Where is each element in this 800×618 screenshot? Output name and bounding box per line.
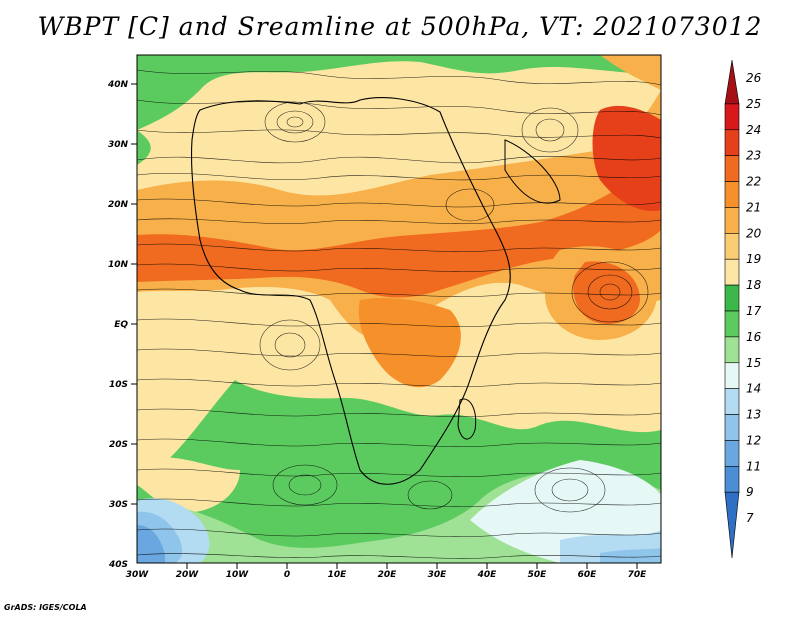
wbpt-field [137, 55, 661, 563]
colorbar-label: 24 [746, 123, 761, 137]
lon-label-20e: 20E [378, 570, 398, 580]
colorbar-label: 18 [746, 278, 762, 292]
colorbar-segment [724, 466, 740, 493]
colorbar-label: 11 [746, 459, 761, 473]
colorbar-segment [724, 103, 740, 131]
grads-credit: GrADS: IGES/COLA [4, 603, 87, 612]
colorbar-label: 17 [746, 304, 762, 318]
colorbar-label: 13 [746, 408, 761, 422]
colorbar-segment [724, 207, 740, 234]
map-title: WBPT [C] and Sreamline at 500hPa, VT: 20… [37, 12, 763, 41]
colorbar-segment [724, 310, 740, 338]
longitude-axis: 30W 20W 10W 0 10E 20E 30E 40E 50E 60E 70… [126, 563, 647, 580]
colorbar-segment [724, 336, 740, 364]
lon-label-70e: 70E [628, 570, 648, 580]
colorbar-segment [724, 59, 740, 105]
lon-label-10e: 10E [328, 570, 348, 580]
colorbar-segment [724, 388, 740, 415]
lat-label-20n: 20N [108, 200, 129, 210]
colorbar-label: 22 [746, 175, 761, 189]
lon-label-30e: 30E [428, 570, 448, 580]
colorbar-label: 23 [746, 149, 761, 163]
lon-label-40e: 40E [477, 570, 498, 580]
map-frame [136, 54, 662, 564]
lat-label-30n: 30N [108, 140, 129, 150]
streamlines [137, 69, 661, 559]
lon-label-30w: 30W [126, 570, 150, 580]
lon-label-60e: 60E [578, 570, 598, 580]
colorbar-segment [724, 155, 740, 182]
colorbar-segment [724, 181, 740, 208]
colorbar-label: 16 [746, 330, 762, 344]
lon-label-20w: 20W [176, 570, 200, 580]
colorbar-segment [724, 440, 740, 467]
colorbar-segment [724, 414, 740, 441]
lat-label-40s: 40S [108, 560, 128, 570]
lat-label-30s: 30S [109, 500, 128, 510]
colorbar-label: 7 [746, 511, 754, 525]
colorbar-label: 9 [746, 485, 754, 499]
colorbar-segment [724, 491, 740, 559]
colorbar-label: 20 [746, 226, 762, 240]
colorbar-segment [724, 258, 740, 286]
colorbar-label: 14 [746, 382, 761, 396]
lon-label-50e: 50E [528, 570, 548, 580]
colorbar: 26 25 24 23 22 21 20 19 18 17 16 15 14 13 12 11 9 7 [724, 59, 762, 559]
colorbar-segment [724, 362, 740, 389]
lat-label-20s: 20S [109, 440, 128, 450]
colorbar-segment [724, 233, 740, 260]
lat-label-10s: 10S [109, 380, 128, 390]
colorbar-segment [724, 129, 740, 156]
lon-label-10w: 10W [226, 570, 250, 580]
lat-label-10n: 10N [108, 260, 129, 270]
colorbar-segment [724, 284, 740, 312]
colorbar-label: 26 [746, 71, 762, 85]
latitude-axis: 40N 30N 20N 10N EQ 10S 20S 30S 40S [107, 80, 137, 570]
colorbar-label: 19 [746, 252, 761, 266]
colorbar-label: 15 [746, 356, 761, 370]
lat-label-eq: EQ [114, 320, 128, 330]
colorbar-label: 25 [746, 97, 761, 111]
lat-label-40n: 40N [107, 80, 129, 90]
colorbar-label: 12 [746, 433, 761, 447]
africa-coastline [191, 97, 511, 485]
colorbar-label: 21 [746, 200, 761, 214]
lon-label-0: 0 [284, 570, 290, 580]
